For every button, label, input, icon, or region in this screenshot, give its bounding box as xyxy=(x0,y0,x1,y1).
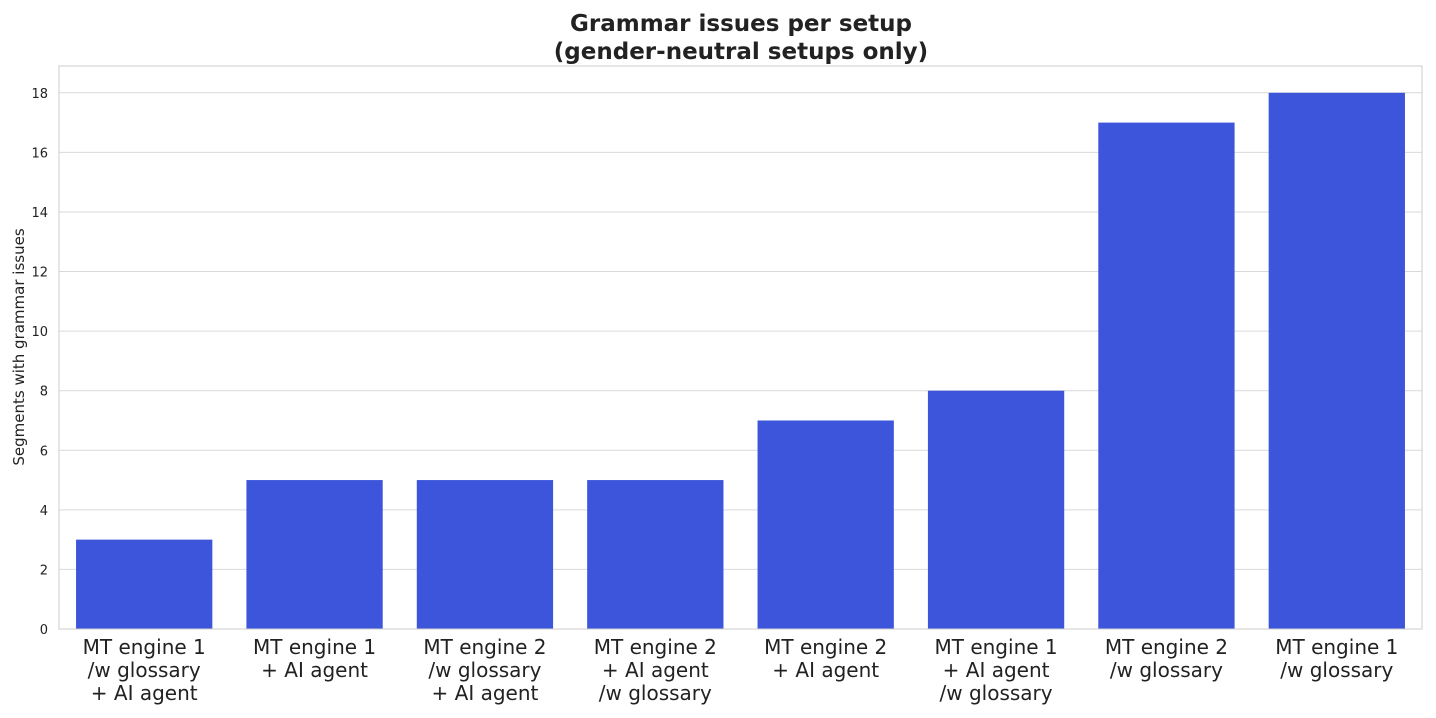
y-tick-label: 10 xyxy=(31,325,48,340)
x-tick-label-line: MT engine 1 xyxy=(253,635,376,659)
x-tick-label-line: + AI agent xyxy=(261,658,368,682)
x-tick-label-line: MT engine 2 xyxy=(594,635,717,659)
x-tick-label-line: MT engine 1 xyxy=(83,635,206,659)
bar-2 xyxy=(246,480,383,629)
bar-4 xyxy=(587,480,724,629)
x-tick-label-6: MT engine 1 + AI agent/w glossary xyxy=(935,635,1058,705)
x-tick-label-line: MT engine 1 xyxy=(1275,635,1398,659)
x-tick-label-line: + AI agent xyxy=(602,658,709,682)
plot-frame xyxy=(58,65,1423,630)
y-tick-label: 18 xyxy=(31,87,48,102)
x-tick-label-line: MT engine 1 xyxy=(935,635,1058,659)
x-tick-label-line: /w glossary xyxy=(1110,658,1223,682)
y-tick-label: 0 xyxy=(40,623,48,638)
x-tick-label-line: /w glossary xyxy=(1280,658,1393,682)
chart-title-line-2: (gender-neutral setups only) xyxy=(554,39,928,65)
y-tick-labels: 0 2 4 6 8 10 12 14 16 18 xyxy=(31,87,48,638)
x-tick-label-line: + AI agent xyxy=(432,681,539,705)
chart-title-line-1: Grammar issues per setup xyxy=(570,11,912,37)
x-tick-label-line: + AI agent xyxy=(943,658,1050,682)
bars xyxy=(76,92,1405,630)
y-tick-label: 2 xyxy=(40,563,48,578)
bar-6 xyxy=(927,390,1065,629)
x-tick-label-5: MT engine 2 + AI agent xyxy=(764,635,887,682)
x-tick-label-line: /w glossary xyxy=(599,681,712,705)
bar-5 xyxy=(757,420,894,629)
y-axis-label: Segments with grammar issues xyxy=(10,228,28,465)
x-tick-label-line: /w glossary xyxy=(428,658,541,682)
y-tick-label: 4 xyxy=(40,504,48,519)
x-tick-label-line: + AI agent xyxy=(772,658,879,682)
y-tick-label: 8 xyxy=(40,385,48,400)
y-tick-label: 14 xyxy=(31,206,48,221)
bar-7 xyxy=(1098,122,1235,629)
x-tick-label-4: MT engine 2 + AI agent/w glossary xyxy=(594,635,717,705)
bar-3 xyxy=(416,480,554,629)
x-tick-label-3: MT engine 2/w glossary + AI agent xyxy=(423,635,546,705)
x-tick-label-line: MT engine 2 xyxy=(1105,635,1228,659)
bar-8 xyxy=(1268,92,1405,630)
x-tick-label-line: /w glossary xyxy=(940,681,1053,705)
x-tick-label-line: MT engine 2 xyxy=(423,635,546,659)
x-tick-label-1: MT engine 1/w glossary + AI agent xyxy=(83,635,206,705)
y-tick-label: 6 xyxy=(40,444,48,459)
x-tick-label-2: MT engine 1 + AI agent xyxy=(253,635,376,682)
x-tick-label-7: MT engine 2/w glossary xyxy=(1105,635,1228,682)
y-tick-label: 16 xyxy=(31,146,48,161)
x-tick-label-8: MT engine 1/w glossary xyxy=(1275,635,1398,682)
x-tick-label-line: + AI agent xyxy=(91,681,198,705)
y-tick-label: 12 xyxy=(31,266,48,281)
x-tick-label-line: /w glossary xyxy=(88,658,201,682)
x-tick-label-line: MT engine 2 xyxy=(764,635,887,659)
bar-1 xyxy=(76,539,213,629)
